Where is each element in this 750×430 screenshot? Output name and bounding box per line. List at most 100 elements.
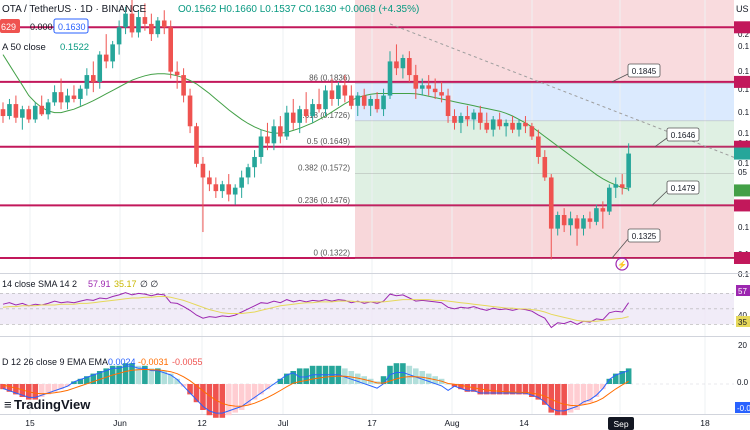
candle-body	[0, 109, 6, 117]
ma-price-tag	[734, 184, 750, 197]
fib-label: 0 (0.1322)	[314, 249, 351, 258]
fib-label: 0.618 (0.1726)	[298, 111, 350, 120]
candle	[174, 61, 180, 89]
candle-body	[536, 136, 541, 157]
time-axis[interactable]: 15Jun12Jul17Aug14Sep18Sep	[25, 417, 710, 430]
qty-value: 0.1630	[58, 22, 86, 32]
candle	[168, 20, 173, 79]
time-axis-label: 18	[700, 418, 710, 428]
candle-body	[484, 122, 490, 130]
macd-hist-bar	[0, 384, 6, 390]
candle-body	[342, 85, 348, 96]
candle	[181, 68, 186, 103]
candle-body	[413, 75, 419, 89]
macd-hist-bar	[606, 378, 613, 384]
candle	[13, 95, 19, 123]
candle-body	[155, 20, 161, 35]
macd-hist-bar	[90, 373, 97, 384]
macd-hist-bar	[71, 381, 77, 384]
candle-body	[303, 109, 309, 117]
macd-hist-bar	[496, 384, 503, 395]
macd-hist-bar	[122, 363, 129, 384]
candle-body	[97, 54, 103, 82]
candle-body	[84, 75, 90, 89]
zone-red-top	[355, 0, 734, 82]
macd-hist-bar	[193, 384, 200, 403]
price-zones	[355, 0, 734, 259]
candle	[207, 170, 212, 192]
chart-grid	[29, 0, 706, 414]
candle	[342, 75, 348, 103]
macd-hist-bar	[503, 384, 509, 395]
candle-body	[374, 98, 380, 110]
candle-body	[626, 153, 631, 188]
macd-hist-bar	[174, 378, 180, 384]
candle-body	[503, 122, 509, 127]
top-right-label[interactable]: US	[736, 4, 749, 14]
candle-body	[103, 54, 109, 62]
candle-body	[226, 184, 232, 195]
candle-body	[516, 122, 522, 130]
candle-body	[32, 105, 38, 120]
candle	[413, 64, 419, 99]
candle-body	[220, 184, 225, 192]
macd-hist-bar	[574, 384, 580, 410]
candle	[600, 201, 606, 229]
rsi-axis-label: 57	[738, 287, 747, 296]
candle	[129, 0, 135, 38]
candle	[587, 211, 593, 229]
candle	[194, 122, 199, 168]
rsi-value: 57.91	[88, 279, 111, 289]
candle-body	[471, 112, 477, 120]
candle-body	[142, 17, 148, 24]
candle	[607, 184, 612, 215]
macd-axis-tag	[735, 402, 750, 413]
candle-body	[361, 95, 367, 106]
macd-hist-bar	[587, 384, 593, 403]
candle	[336, 81, 341, 106]
qty-input-box[interactable]	[53, 18, 89, 34]
candle	[510, 116, 515, 134]
candle-body	[252, 156, 257, 168]
candle	[258, 129, 264, 164]
candle	[149, 13, 154, 41]
legend-header: OTA / TetherUS · 1D · BINANCE O0.1562 H0…	[0, 4, 419, 53]
macd-hist-bar	[19, 384, 26, 397]
candle	[103, 34, 109, 69]
macd-hist-bar	[619, 371, 625, 384]
macd-hist-bar	[142, 365, 148, 384]
fib-label: 86 (0.1836)	[309, 73, 350, 82]
qty-step: 0.0001	[30, 22, 58, 32]
zone-blue	[355, 81, 734, 121]
price-axis[interactable]: 0.20.10.10.10.10.10.10.10.1050.10.10.10.…	[734, 0, 750, 279]
macd-hist-bar	[303, 368, 309, 384]
alert-icon-glyph: ⚡	[617, 260, 627, 270]
rsi-label: 14 close SMA 14 2	[2, 279, 77, 289]
candle-body	[232, 187, 238, 195]
sell-box[interactable]	[0, 19, 20, 33]
candle-body	[600, 208, 606, 212]
horizontal-levels	[0, 26, 734, 259]
macd-hist-bar	[600, 384, 606, 390]
candle-body	[207, 177, 212, 185]
macd-hist-bar	[451, 384, 458, 387]
candle-body	[26, 109, 32, 120]
candle-body	[123, 13, 128, 28]
candle-body	[439, 92, 444, 96]
macd-axis-label: -0.0	[737, 404, 750, 413]
macd-hist-bar	[490, 384, 496, 395]
callout-pointer	[651, 190, 668, 206]
rsi-axis-tag	[736, 285, 750, 296]
macd-hist-bar	[32, 384, 39, 400]
candle-body	[310, 104, 315, 117]
macd-hist-bar	[116, 365, 122, 384]
callout-box	[666, 127, 700, 142]
candle	[278, 116, 283, 144]
candle-body	[116, 27, 122, 45]
macd-hist-bar	[161, 371, 168, 384]
price-axis-label: 0.1	[738, 223, 750, 232]
callout-label: 0.1646	[671, 131, 696, 140]
macd-hist-bar	[13, 384, 19, 395]
candle	[39, 95, 44, 117]
candle	[419, 78, 425, 96]
